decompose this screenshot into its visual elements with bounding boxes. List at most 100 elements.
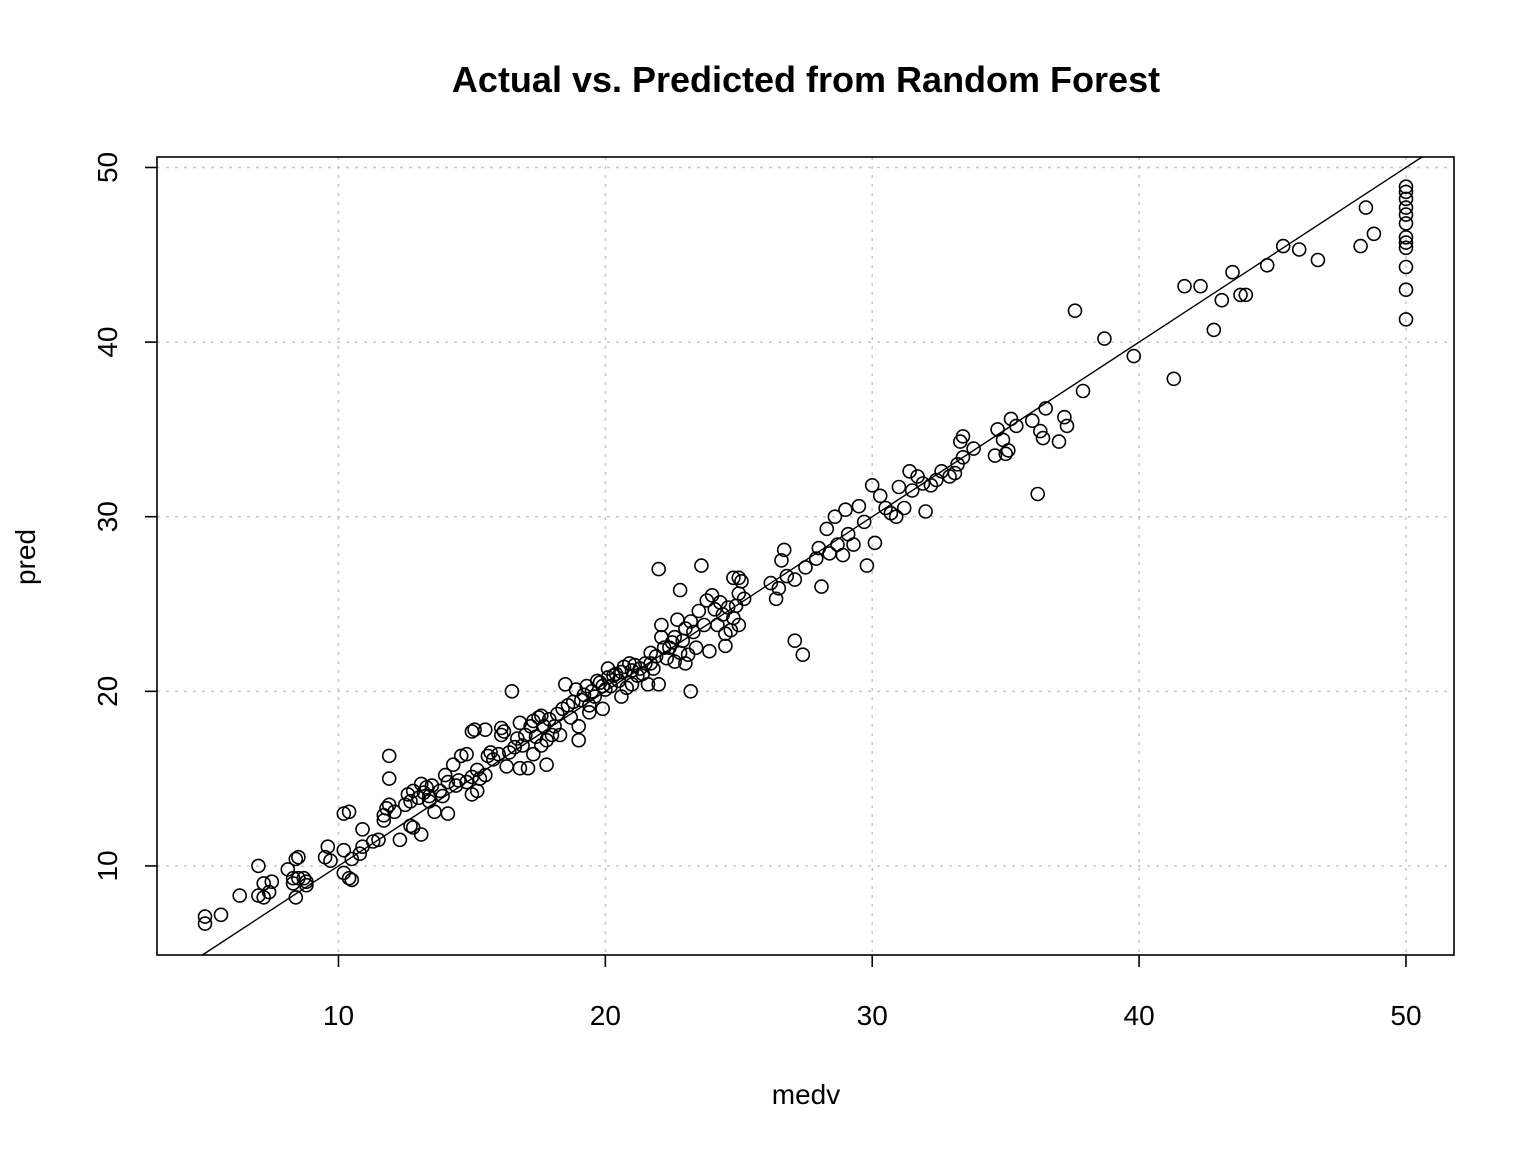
data-point [851, 498, 867, 514]
data-point [1398, 191, 1414, 207]
data-point [867, 535, 883, 551]
reference-line-group [201, 156, 1423, 956]
data-point [197, 909, 213, 924]
data-point [504, 683, 520, 699]
data-point [696, 617, 712, 633]
data-point [371, 832, 386, 848]
data-point [403, 793, 418, 809]
data-point [549, 706, 565, 722]
data-point [872, 488, 888, 504]
data-point [699, 593, 715, 608]
data-point [947, 465, 963, 481]
data-point [918, 504, 933, 519]
data-point [1398, 230, 1414, 245]
x-tick-label: 30 [857, 1000, 888, 1031]
data-point [413, 827, 429, 842]
data-point [477, 767, 493, 783]
data-points [197, 179, 1414, 931]
data-point [344, 872, 360, 888]
data-point [1275, 238, 1291, 254]
data-point [1398, 184, 1414, 200]
data-point [667, 629, 683, 645]
data-point [670, 612, 685, 628]
data-point [533, 738, 549, 753]
data-point [232, 888, 247, 903]
data-point [987, 448, 1003, 463]
x-axis-label: medv [772, 1079, 840, 1110]
data-point [1097, 331, 1112, 346]
data-point [427, 804, 442, 820]
data-point [1193, 278, 1208, 294]
data-point [768, 591, 784, 607]
reference-line [201, 156, 1423, 956]
data-point [838, 502, 853, 518]
data-point [296, 870, 312, 886]
plot-frame [156, 156, 1455, 956]
data-point [571, 732, 587, 748]
data-point [595, 701, 611, 717]
data-point [507, 739, 522, 755]
data-point [1398, 282, 1414, 298]
data-point [197, 916, 213, 931]
data-point [483, 745, 498, 760]
data-point [440, 806, 456, 821]
data-point [606, 668, 621, 683]
data-point [467, 722, 482, 738]
data-point [1398, 240, 1414, 256]
data-point [656, 640, 672, 656]
data-point [459, 774, 474, 790]
data-point [1398, 235, 1414, 250]
data-point [955, 429, 971, 444]
data-point [1057, 409, 1072, 425]
data-point [288, 851, 304, 867]
data-point [771, 580, 787, 596]
data-point [1238, 287, 1254, 303]
data-point [288, 890, 304, 905]
data-point [787, 633, 803, 649]
data-point [1225, 264, 1240, 280]
data-point [355, 821, 370, 837]
data-point [1398, 312, 1414, 327]
data-point [702, 643, 717, 659]
data-point [1067, 303, 1083, 319]
data-point [731, 570, 747, 586]
data-point [776, 542, 792, 558]
data-point [1025, 413, 1040, 429]
y-tick-label: 50 [92, 152, 123, 183]
data-point [822, 546, 837, 561]
data-point [440, 774, 456, 790]
data-point [501, 745, 517, 760]
data-point [1366, 226, 1382, 242]
data-point [904, 483, 920, 498]
data-point [491, 746, 506, 762]
data-point [955, 449, 971, 465]
data-point [902, 463, 917, 479]
data-point [1398, 216, 1414, 231]
data-point [1030, 486, 1045, 502]
data-point [496, 724, 512, 739]
data-point [485, 752, 501, 767]
data-point [379, 800, 394, 816]
data-point [1353, 238, 1368, 254]
x-axis: 10 20 30 40 50 [323, 955, 1422, 1031]
data-point [814, 579, 829, 594]
data-point [352, 846, 368, 862]
data-point [1206, 322, 1222, 338]
data-point [291, 849, 306, 865]
data-point [213, 907, 229, 923]
data-point [1398, 259, 1414, 275]
data-point [381, 771, 397, 786]
data-point [827, 509, 843, 525]
data-point [544, 727, 560, 743]
y-tick-label: 40 [92, 327, 123, 358]
data-point [459, 746, 474, 762]
data-point [691, 603, 707, 619]
data-point [392, 832, 408, 848]
data-point [1233, 287, 1248, 303]
data-point [437, 767, 453, 783]
data-point [587, 689, 603, 704]
data-point [859, 558, 875, 573]
data-point [640, 676, 656, 692]
data-point [888, 509, 904, 525]
